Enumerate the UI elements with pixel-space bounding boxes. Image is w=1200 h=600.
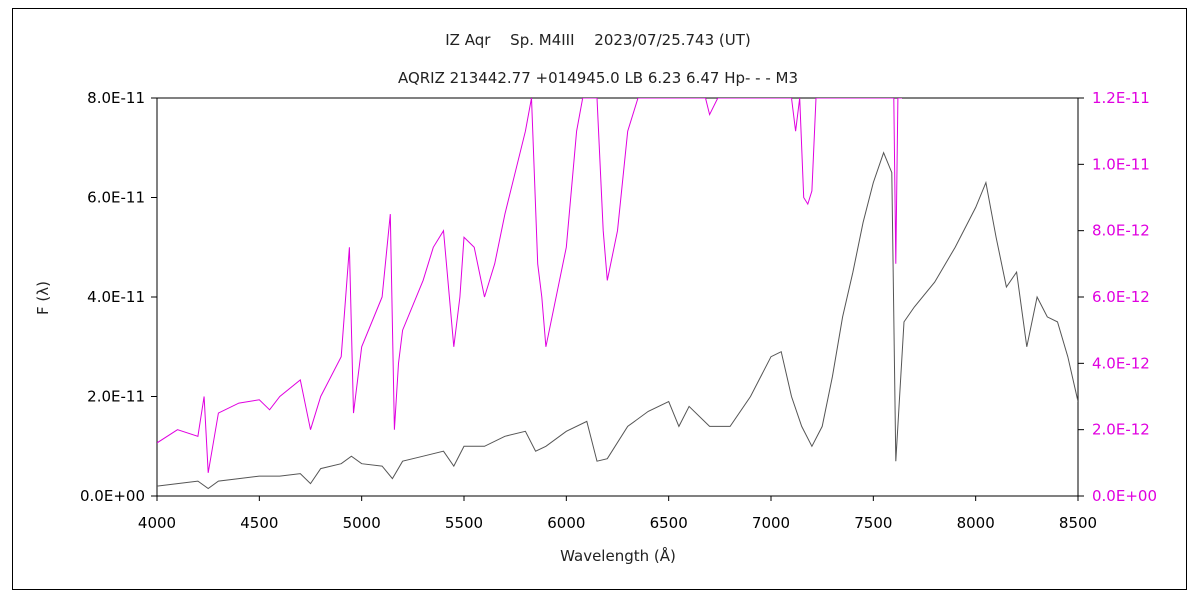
x-tick-label: 8000 (957, 514, 995, 532)
x-tick-label: 7500 (854, 514, 892, 532)
x-tick-label: 6500 (650, 514, 688, 532)
series-layer (157, 98, 1078, 490)
y-axis-label: F (λ) (34, 281, 52, 315)
y-right-tick-label: 6.0E-12 (1092, 288, 1150, 306)
x-tick-label: 4000 (138, 514, 176, 532)
y-right-tick-label: 1.0E-11 (1092, 155, 1150, 173)
x-tick-label: 5000 (343, 514, 381, 532)
ticks-layer: 4000 4500 5000 5500 6000 6500 7000 7500 8000 8500… (80, 89, 1157, 532)
y-left-tick-label: 4.0E-11 (87, 288, 145, 306)
plot-area (156, 97, 1079, 497)
chart-title: IZ Aqr Sp. M4III 2023/07/25.743 (UT) (445, 31, 751, 49)
x-tick-label: 5500 (445, 514, 483, 532)
y-left-tick-label: 2.0E-11 (87, 388, 145, 406)
y-left-tick-label: 8.0E-11 (87, 89, 145, 107)
chart-subtitle: AQRIZ 213442.77 +014945.0 LB 6.23 6.47 H… (398, 69, 798, 87)
x-tick-label: 6000 (547, 514, 585, 532)
y-left-tick-label: 0.0E+00 (80, 487, 145, 505)
y-right-tick-label: 8.0E-12 (1092, 222, 1150, 240)
series-line-gray (157, 151, 1078, 490)
y-right-tick-label: 2.0E-12 (1092, 421, 1150, 439)
y-right-tick-label: 4.0E-12 (1092, 354, 1150, 372)
x-tick-label: 7000 (752, 514, 790, 532)
x-axis-label: Wavelength (Å) (560, 546, 676, 565)
x-tick-label: 8500 (1059, 514, 1097, 532)
x-tick-label: 4500 (240, 514, 278, 532)
y-right-tick-label: 0.0E+00 (1092, 487, 1157, 505)
y-left-tick-label: 6.0E-11 (87, 189, 145, 207)
series-line-magenta (157, 98, 902, 473)
chart-frame (12, 8, 1187, 590)
y-right-tick-label: 1.2E-11 (1092, 89, 1150, 107)
